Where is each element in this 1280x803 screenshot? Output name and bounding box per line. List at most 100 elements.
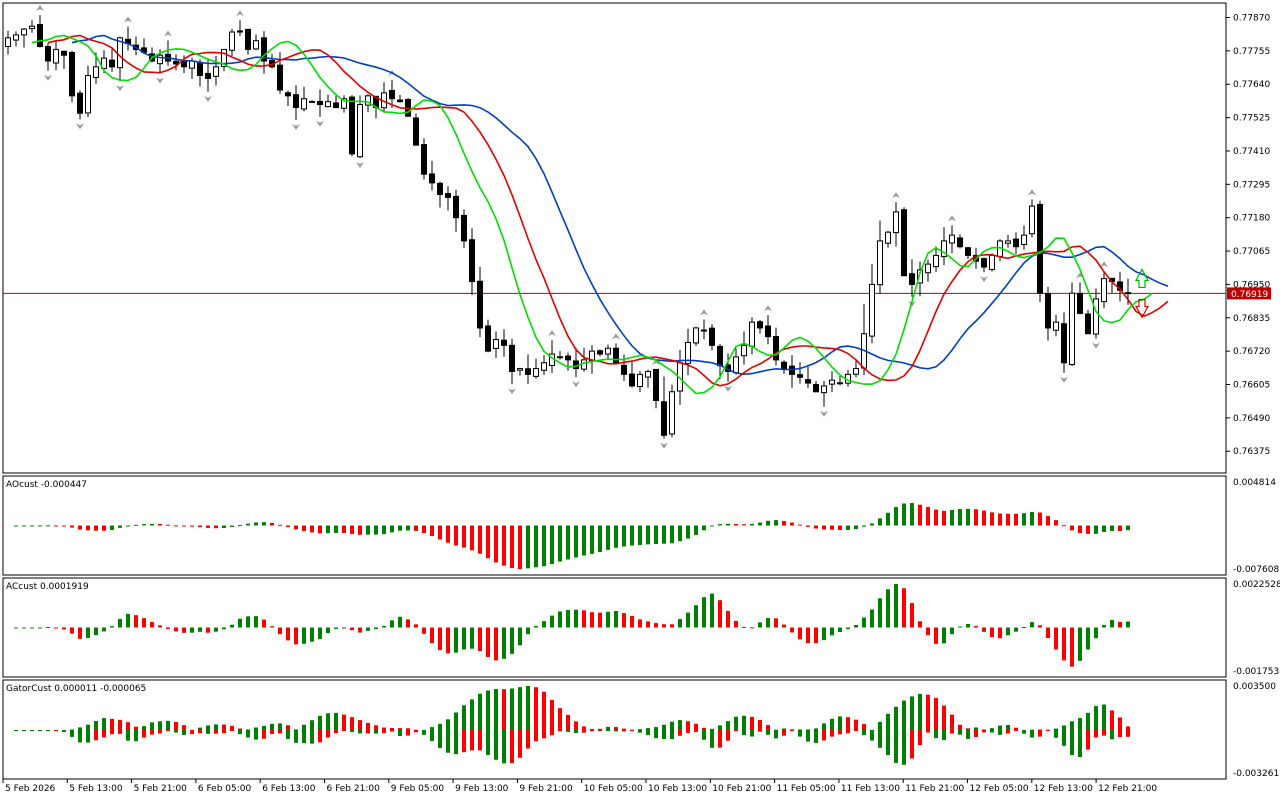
panel-scale-min: -0.003261: [1233, 769, 1279, 779]
ao-bar: [438, 525, 442, 540]
ao-bar: [230, 525, 234, 527]
ao-bar: [134, 524, 138, 526]
candle-body: [37, 24, 43, 48]
gator-upper-bar: [502, 689, 506, 730]
candle-body: [669, 391, 675, 435]
fractal-up-marker: [652, 358, 660, 365]
ao-panel-label: AOcust -0.000447: [6, 480, 87, 490]
gator-lower-bar: [70, 730, 74, 737]
ao-panel: [14, 503, 1130, 569]
fractal-down-marker: [156, 77, 164, 84]
gator-lower-bar: [734, 730, 738, 732]
candle-body: [749, 321, 755, 347]
gator-lower-bar: [110, 730, 114, 735]
gator-upper-bar: [990, 728, 994, 730]
candle-body: [717, 345, 723, 367]
ao-bar: [910, 503, 914, 526]
ao-bar: [902, 503, 906, 526]
candle-body: [453, 195, 459, 219]
price-tick-label: 0.77180: [1233, 214, 1270, 224]
ac-bar: [1094, 627, 1098, 639]
fractal-up-marker: [892, 192, 900, 199]
ac-bar: [638, 619, 642, 628]
ac-bar: [30, 627, 34, 629]
gator-upper-bar: [158, 721, 162, 730]
gator-lower-bar: [606, 730, 610, 731]
fractal-down-marker: [292, 124, 300, 131]
gator-lower-bar: [638, 730, 642, 733]
gator-upper-bar: [246, 729, 250, 731]
candle-body: [493, 339, 499, 349]
candle-body: [909, 273, 915, 285]
candle-body: [341, 98, 347, 109]
gator-lower-bar: [358, 730, 362, 734]
gator-upper-bar: [734, 716, 738, 730]
ac-bar: [1030, 622, 1034, 628]
gator-lower-bar: [982, 730, 986, 733]
ac-bar: [1022, 627, 1026, 629]
time-tick-label: 6 Feb 13:00: [262, 784, 316, 794]
ao-bar: [1006, 513, 1010, 526]
ac-bar: [814, 627, 818, 644]
time-tick-label: 6 Feb 21:00: [327, 784, 381, 794]
candle-body: [301, 98, 307, 110]
gator-upper-bar: [182, 725, 186, 730]
candle-body: [389, 89, 395, 100]
ac-bar: [582, 610, 586, 628]
ao-bar: [54, 525, 58, 527]
gator-lower-bar: [334, 730, 338, 734]
candle-body: [357, 104, 363, 158]
candle-body: [413, 117, 419, 146]
gator-upper-bar: [830, 718, 834, 730]
time-tick-label: 12 Feb 05:00: [970, 784, 1029, 794]
ac-bar: [190, 627, 194, 633]
candle-body: [893, 211, 899, 234]
gator-upper-bar: [150, 722, 154, 730]
gator-lower-bar: [742, 730, 746, 736]
gator-lower-bar: [214, 730, 218, 734]
ao-bar: [1094, 525, 1098, 534]
ao-bar: [126, 525, 130, 527]
ac-bar: [630, 615, 634, 628]
fractal-up-marker: [36, 5, 44, 12]
gator-upper-bar: [694, 723, 698, 730]
ao-bar: [70, 525, 74, 528]
gator-lower-bar: [798, 730, 802, 737]
ao-bar: [758, 522, 762, 526]
fractal-down-marker: [316, 120, 324, 127]
ac-bar: [662, 624, 666, 628]
candle-body: [781, 361, 787, 370]
gator-lower-bar: [286, 730, 290, 739]
ao-bar: [262, 522, 266, 526]
ac-bar: [1006, 627, 1010, 636]
ao-bar: [246, 523, 250, 526]
ao-bar: [390, 525, 394, 533]
gator-lower-bar: [94, 730, 98, 741]
candle-body: [245, 28, 251, 50]
gator-upper-bar: [550, 699, 554, 730]
gator-upper-bar: [198, 727, 202, 730]
candle-body: [157, 54, 163, 65]
ao-bar: [918, 504, 922, 526]
ao-bar: [974, 509, 978, 526]
gator-upper-bar: [446, 719, 450, 730]
ac-bar: [382, 625, 386, 628]
ao-bar: [790, 522, 794, 526]
gator-lower-bar: [174, 730, 178, 733]
ac-bar: [446, 627, 450, 654]
candle-body: [309, 100, 315, 103]
ao-bar: [22, 525, 26, 527]
ac-bar: [606, 611, 610, 628]
gator-lower-bar: [510, 730, 514, 764]
gator-lower-bar: [1030, 730, 1034, 738]
ao-bar: [654, 525, 658, 544]
gator-upper-bar: [590, 728, 594, 730]
gator-lower-bar: [926, 730, 930, 733]
price-tick-label: 0.76605: [1233, 381, 1270, 391]
ac-bar: [254, 616, 258, 628]
gator-lower-bar: [542, 730, 546, 739]
ao-bar: [638, 525, 642, 545]
gator-upper-bar: [958, 724, 962, 730]
